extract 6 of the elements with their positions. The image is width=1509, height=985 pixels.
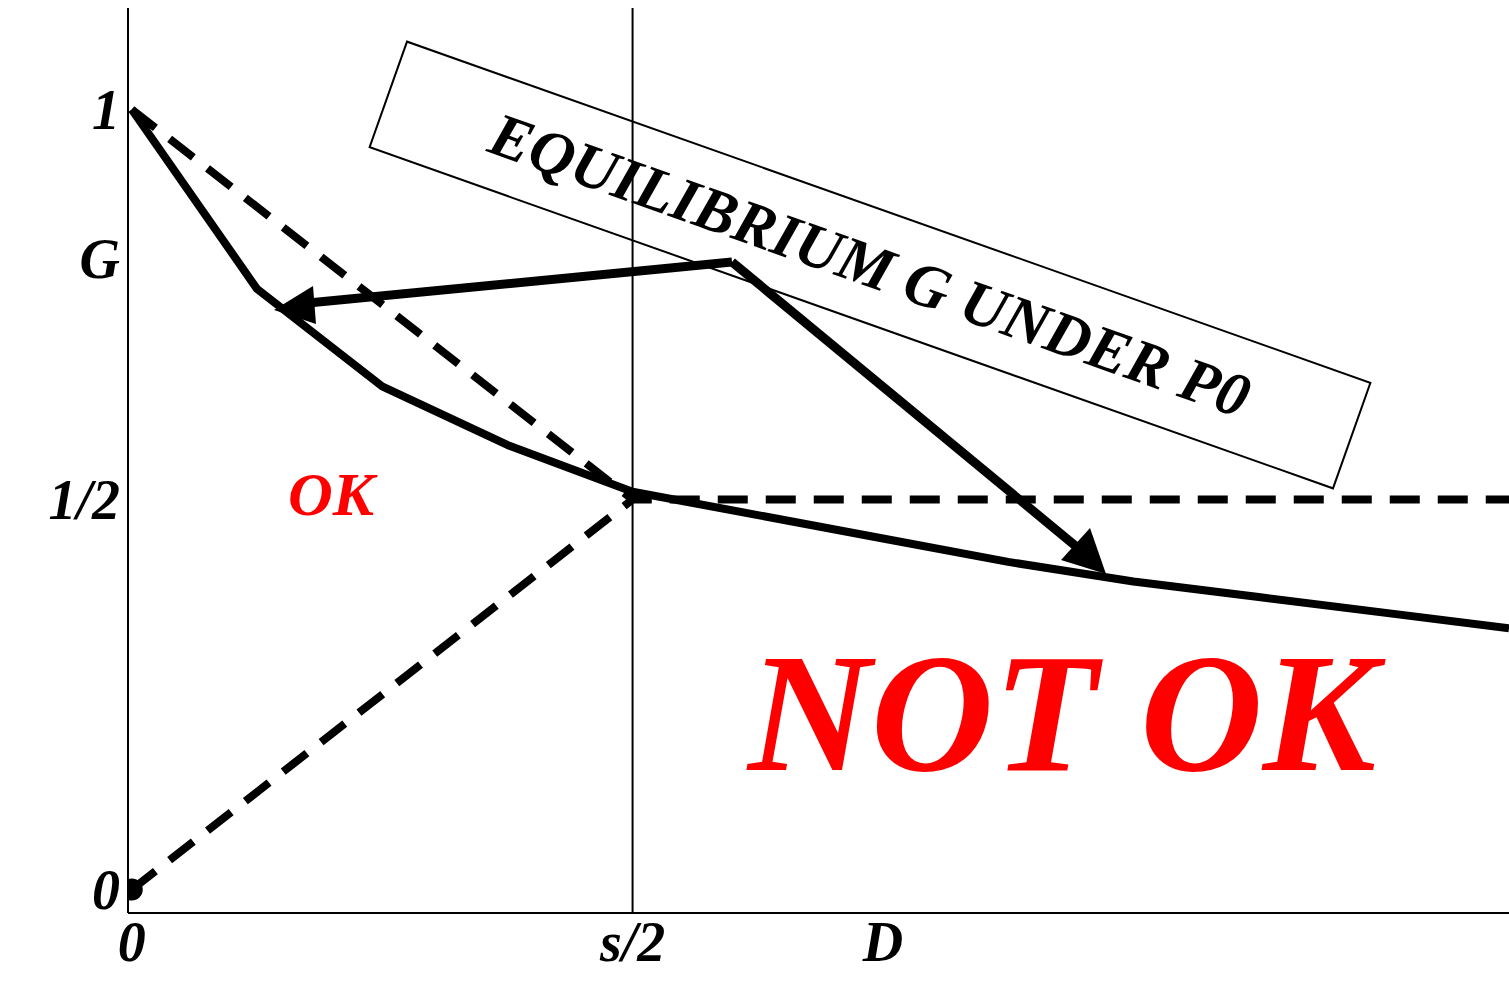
y-tick-label: 0 [92, 859, 120, 922]
x-tick-label: D [861, 910, 904, 973]
y-tick-label: 1/2 [48, 469, 120, 532]
y-tick-label: G [79, 227, 120, 290]
y-tick-label: 1 [92, 79, 120, 142]
x-tick-label: s/2 [598, 910, 666, 973]
